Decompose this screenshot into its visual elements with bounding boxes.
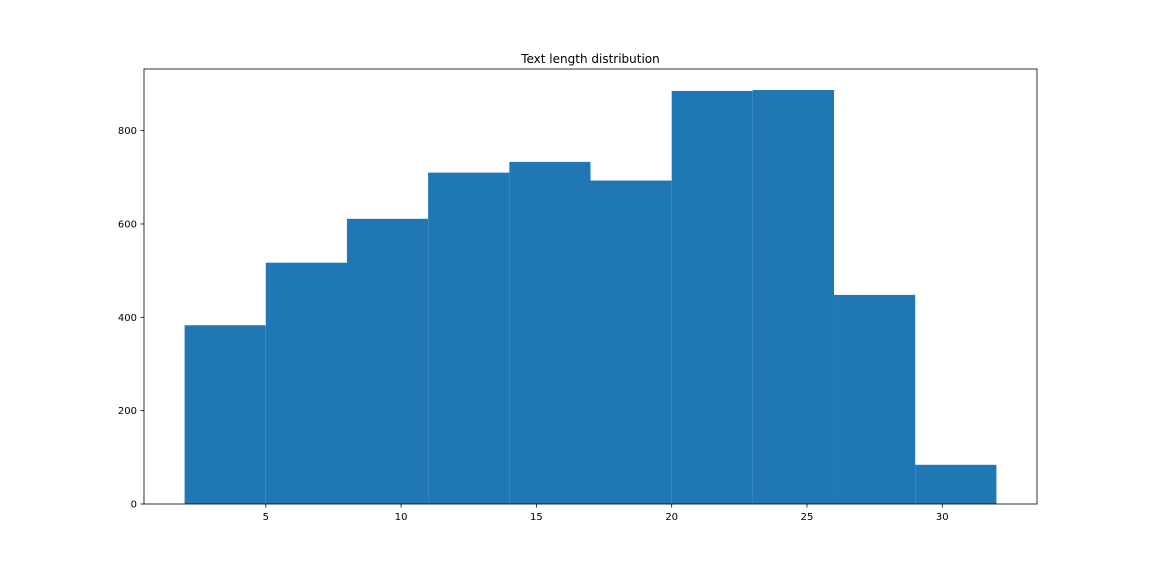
- plot-frame: [143, 68, 1038, 505]
- histogram-bar-6: [671, 90, 753, 504]
- x-tick-label-4: 25: [801, 512, 814, 523]
- histogram-bar-9: [915, 464, 997, 504]
- x-tick-label-2: 15: [530, 512, 543, 523]
- x-tick-label-5: 30: [936, 512, 949, 523]
- y-axis: 0 200 400 600 800: [118, 126, 144, 511]
- histogram-bar-2: [346, 218, 429, 504]
- bars-group: [184, 90, 997, 505]
- y-tick-label-0: 0: [131, 500, 137, 511]
- histogram-bar-8: [834, 294, 916, 504]
- histogram-bar-0: [184, 325, 266, 504]
- histogram-bar-7: [752, 90, 835, 504]
- histogram-bar-1: [265, 262, 347, 504]
- histogram-bar-4: [509, 161, 591, 504]
- y-tick-label-3: 600: [118, 219, 137, 230]
- x-tick-label-1: 10: [395, 512, 408, 523]
- histogram-bar-3: [428, 172, 510, 504]
- y-tick-label-2: 400: [118, 313, 137, 324]
- x-tick-label-3: 20: [665, 512, 678, 523]
- histogram-bar-5: [590, 180, 672, 505]
- y-tick-label-1: 200: [118, 406, 137, 417]
- x-axis: 5 10 15 20 25 30: [263, 504, 949, 523]
- chart-title: Text length distribution: [520, 52, 660, 66]
- x-tick-label-0: 5: [263, 512, 269, 523]
- y-tick-label-4: 800: [118, 126, 137, 137]
